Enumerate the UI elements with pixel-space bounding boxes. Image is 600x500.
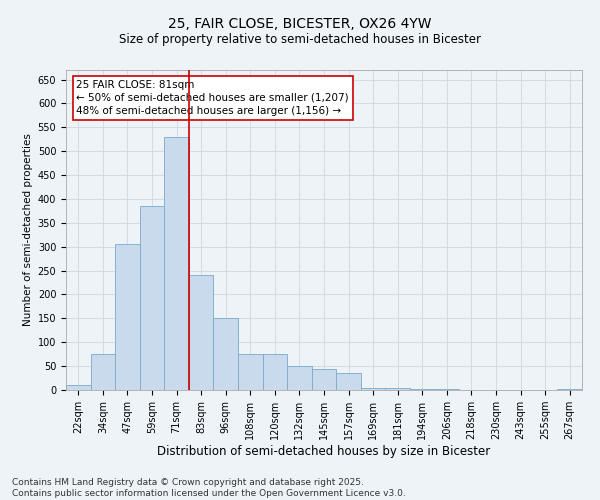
Text: 25 FAIR CLOSE: 81sqm
← 50% of semi-detached houses are smaller (1,207)
48% of se: 25 FAIR CLOSE: 81sqm ← 50% of semi-detac… (76, 80, 349, 116)
Text: Size of property relative to semi-detached houses in Bicester: Size of property relative to semi-detach… (119, 32, 481, 46)
Bar (189, 276, 214, 390)
Y-axis label: Number of semi-detached properties: Number of semi-detached properties (23, 134, 34, 326)
Bar (66, 385, 91, 390)
Bar (434, 389, 459, 390)
Bar (214, 318, 238, 390)
X-axis label: Distribution of semi-detached houses by size in Bicester: Distribution of semi-detached houses by … (157, 445, 491, 458)
Bar (164, 137, 189, 390)
Bar (385, 388, 410, 390)
Bar (557, 388, 582, 390)
Bar (336, 374, 361, 390)
Bar (91, 354, 115, 390)
Bar (140, 206, 164, 390)
Bar (238, 354, 263, 390)
Bar (312, 368, 336, 390)
Bar (263, 354, 287, 390)
Text: Contains HM Land Registry data © Crown copyright and database right 2025.
Contai: Contains HM Land Registry data © Crown c… (12, 478, 406, 498)
Bar (410, 389, 434, 390)
Bar (115, 244, 140, 390)
Text: 25, FAIR CLOSE, BICESTER, OX26 4YW: 25, FAIR CLOSE, BICESTER, OX26 4YW (168, 18, 432, 32)
Bar (287, 366, 312, 390)
Bar (361, 388, 385, 390)
